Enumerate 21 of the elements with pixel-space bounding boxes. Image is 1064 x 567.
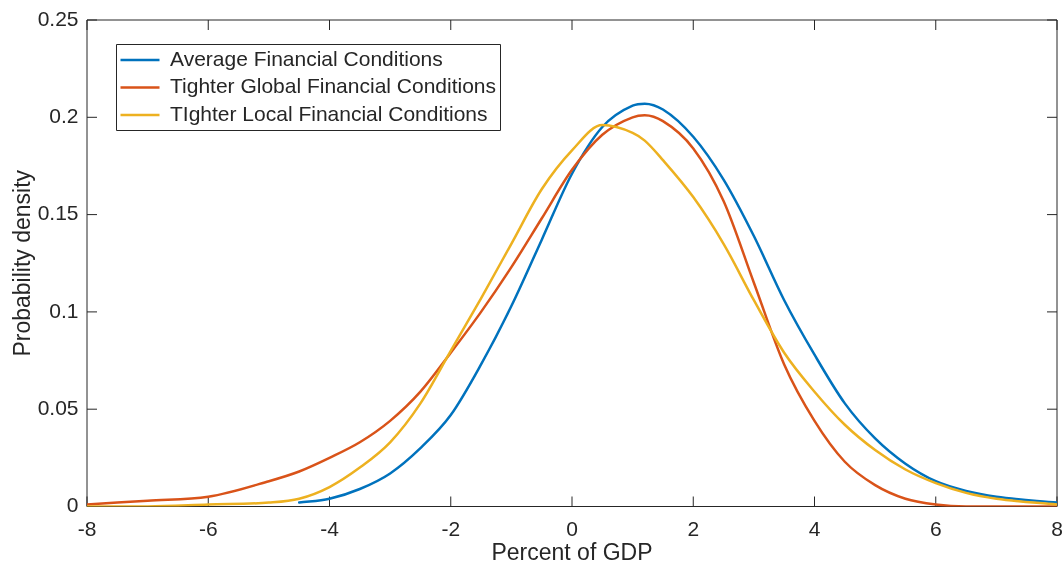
x-tick-label: -2: [441, 516, 461, 540]
y-tick-label: 0.1: [49, 298, 79, 322]
y-tick-label: 0.15: [37, 201, 79, 225]
legend-label: Average Financial Conditions: [170, 46, 443, 70]
x-axis-title: Percent of GDP: [491, 538, 653, 565]
y-tick-label: 0.2: [49, 104, 79, 128]
legend-label: TIghter Local Financial Conditions: [170, 101, 488, 125]
line-series: [297, 102, 1057, 504]
y-tick-label: 0: [66, 493, 79, 517]
y-tick-label: 0.05: [37, 396, 79, 419]
y-axis-title: Probability density: [8, 169, 35, 357]
legend-label: Tighter Global Financial Conditions: [170, 74, 497, 98]
x-tick-label: 4: [808, 516, 821, 540]
x-tick-label: -6: [198, 516, 218, 540]
x-tick-label: -8: [77, 516, 97, 540]
x-tick-label: 0: [566, 516, 578, 540]
x-tick-label: -4: [320, 516, 340, 540]
x-tick-label: 6: [929, 516, 942, 540]
x-tick-label: 2: [687, 516, 700, 540]
x-tick-label: 8: [1051, 516, 1063, 540]
y-tick-label: 0.25: [37, 6, 79, 30]
